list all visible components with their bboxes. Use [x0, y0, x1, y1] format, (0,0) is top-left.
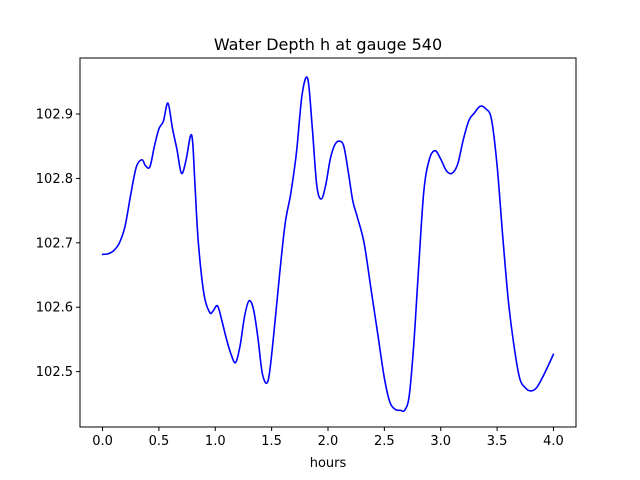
- plot-line-group: [101, 76, 555, 413]
- x-tick-label: 1.0: [205, 434, 226, 449]
- x-tick-label: 3.0: [430, 434, 451, 449]
- x-tick-label: 2.5: [374, 434, 395, 449]
- x-axis-ticks: 0.0 0.5 1.0 1.5 2.0 2.5 3.0 3.5 4.0: [92, 427, 564, 449]
- chart-title: Water Depth h at gauge 540: [214, 35, 442, 54]
- x-tick-label: 0.0: [92, 434, 113, 449]
- x-tick-label: 4.0: [543, 434, 564, 449]
- x-tick-label: 3.5: [487, 434, 508, 449]
- series-line-0: [101, 76, 555, 413]
- x-tick-label: 2.0: [318, 434, 339, 449]
- y-tick-label: 102.8: [36, 172, 73, 187]
- x-tick-label: 0.5: [149, 434, 170, 449]
- y-axis-ticks: 102.5 102.6 102.7 102.8 102.9: [36, 108, 80, 380]
- y-tick-label: 102.6: [36, 301, 73, 316]
- x-tick-label: 1.5: [261, 434, 282, 449]
- y-tick-label: 102.5: [36, 365, 73, 380]
- y-tick-label: 102.7: [36, 236, 73, 251]
- x-axis-label: hours: [310, 456, 347, 471]
- plot-frame: [79, 57, 577, 428]
- y-tick-label: 102.9: [36, 108, 73, 123]
